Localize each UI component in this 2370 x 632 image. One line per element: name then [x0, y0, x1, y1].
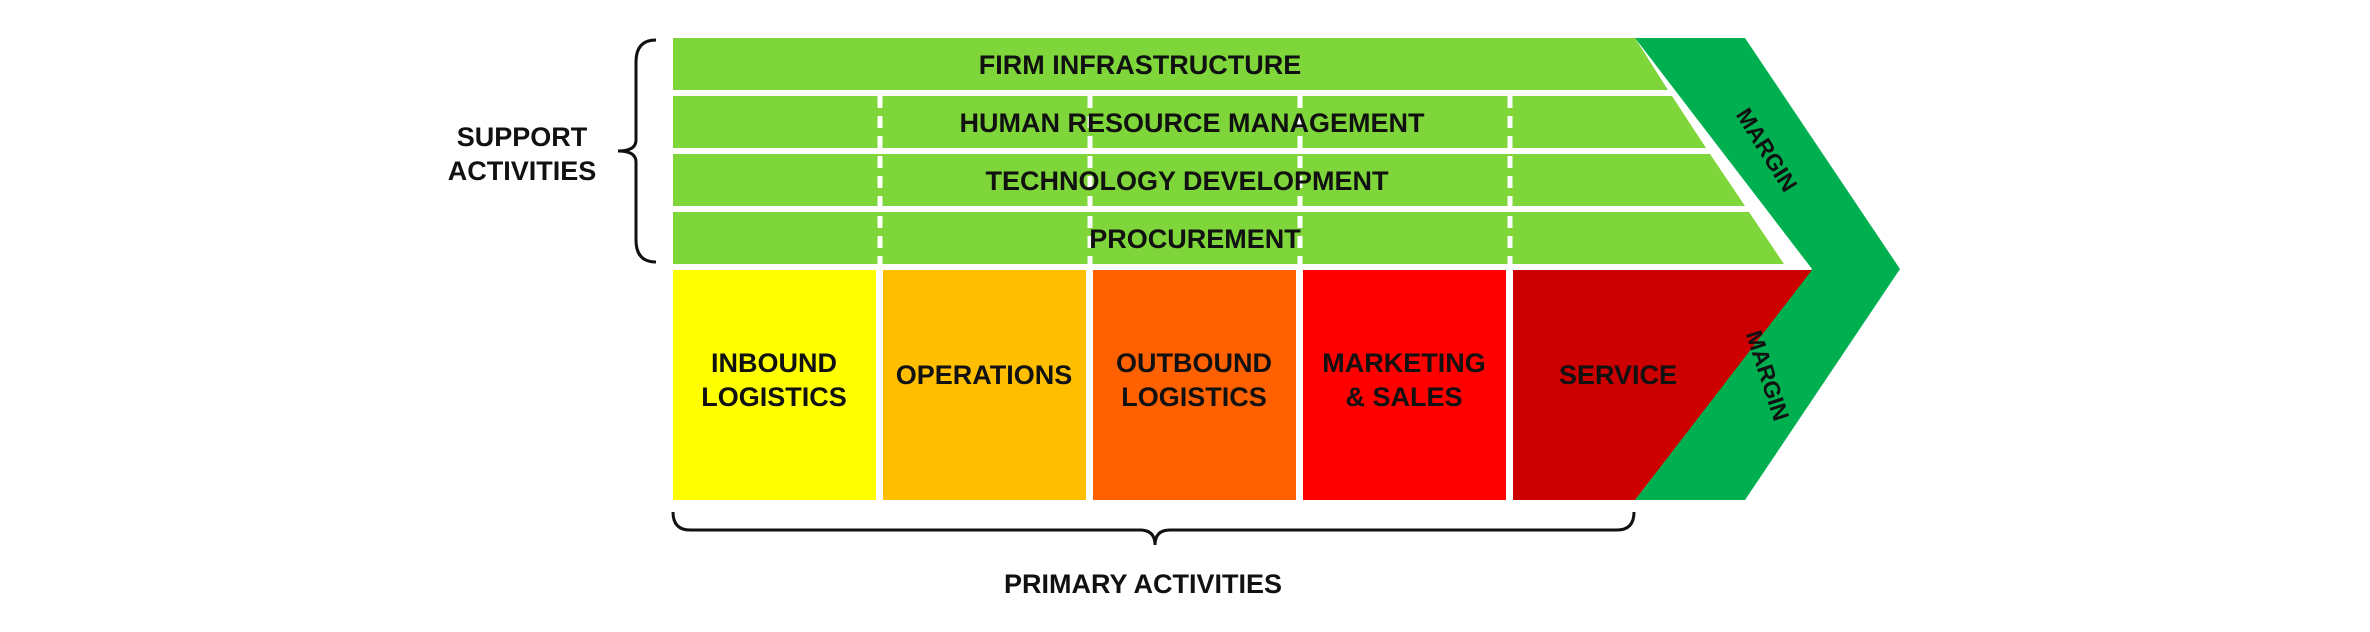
- service-box: [1513, 270, 1812, 500]
- human-resource-management-row: [673, 96, 1706, 148]
- firm-infrastructure-row: [673, 38, 1668, 90]
- outbound-logistics-label-line1: OUTBOUND: [1116, 348, 1272, 378]
- inbound-logistics-box: [673, 270, 876, 500]
- inbound-logistics-label-line1: INBOUND: [711, 348, 837, 378]
- inbound-logistics-label-line2: LOGISTICS: [701, 382, 847, 412]
- outbound-logistics-box: [1093, 270, 1296, 500]
- technology-development-label: TECHNOLOGY DEVELOPMENT: [985, 166, 1389, 196]
- firm-infrastructure-label: FIRM INFRASTRUCTURE: [979, 50, 1301, 80]
- service-label: SERVICE: [1559, 360, 1677, 390]
- support-column-dividers: [877, 96, 1513, 264]
- primary-brace: [671, 511, 1636, 546]
- outbound-logistics-label-line2: LOGISTICS: [1121, 382, 1267, 412]
- human-resource-management-label: HUMAN RESOURCE MANAGEMENT: [960, 108, 1426, 138]
- technology-development-row: [673, 154, 1745, 206]
- margin-chevron: [1635, 38, 1900, 500]
- support-activities-label-line2: ACTIVITIES: [448, 156, 597, 186]
- marketing-sales-label-line1: MARKETING: [1322, 348, 1486, 378]
- marketing-sales-box: [1303, 270, 1506, 500]
- primary-activities-label: PRIMARY ACTIVITIES: [1004, 569, 1282, 599]
- support-activities-label-line1: SUPPORT: [457, 122, 588, 152]
- operations-box: [883, 270, 1086, 500]
- procurement-row: [673, 212, 1784, 264]
- procurement-label: PROCUREMENT: [1089, 224, 1301, 254]
- marketing-sales-label-line2: & SALES: [1345, 382, 1462, 412]
- support-brace: [617, 38, 657, 264]
- operations-label: OPERATIONS: [896, 360, 1073, 390]
